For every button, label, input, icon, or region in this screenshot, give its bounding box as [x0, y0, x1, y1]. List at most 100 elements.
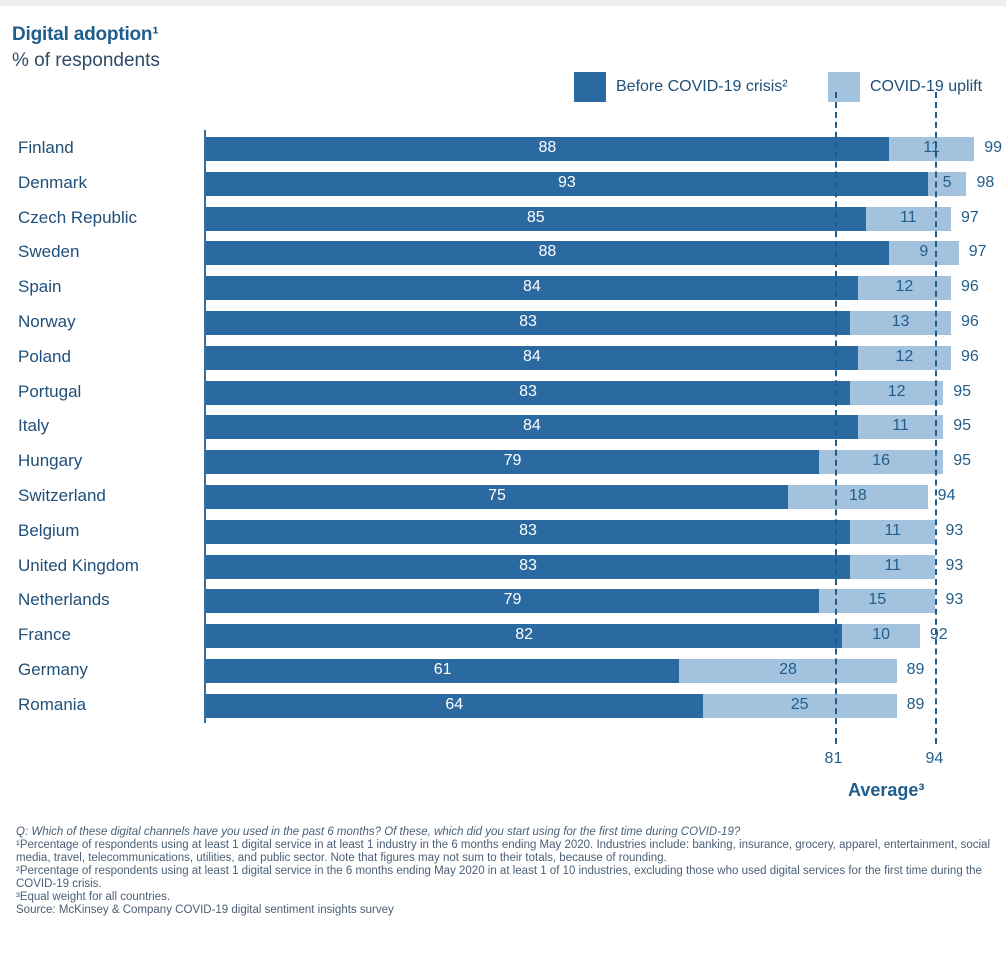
data-label-total: 89	[906, 661, 925, 678]
category-label: Poland	[18, 346, 71, 366]
legend-label-uplift: COVID-19 uplift	[870, 78, 983, 95]
bar-covid-uplift	[850, 380, 944, 405]
data-label-uplift: 13	[891, 313, 910, 330]
data-label-uplift: 5	[942, 173, 952, 191]
data-label-total: 95	[953, 417, 971, 435]
bar-covid-uplift	[850, 519, 936, 544]
data-label-total: 95	[953, 452, 971, 470]
data-label-before: 83	[519, 313, 537, 330]
bar-before-covid	[206, 450, 820, 475]
footnote-2: ²Percentage of respondents using at leas…	[16, 865, 982, 890]
data-label-uplift: 10	[872, 626, 890, 644]
data-label-before: 84	[523, 417, 541, 435]
data-label-before: 93	[557, 173, 576, 191]
average-title: Average³	[848, 780, 925, 800]
chart-title: Digital adoption¹	[12, 24, 159, 45]
category-label: Norway	[18, 312, 76, 331]
data-label-total: 98	[976, 173, 995, 191]
data-label-uplift: 28	[779, 661, 797, 678]
category-label: Sweden	[18, 242, 80, 262]
bar-before-covid	[206, 206, 866, 231]
data-label-total: 93	[945, 591, 964, 609]
data-label-total: 89	[906, 695, 925, 713]
category-label: Czech Republic	[18, 207, 138, 227]
category-label: Spain	[18, 277, 62, 297]
legend-swatch-uplift	[828, 72, 860, 102]
data-label-total: 95	[953, 382, 971, 400]
data-label-uplift: 11	[923, 139, 940, 156]
bar-covid-uplift	[788, 485, 928, 509]
data-label-uplift: 25	[790, 695, 809, 713]
bar-before-covid	[206, 380, 851, 405]
bar-before-covid	[206, 276, 858, 301]
category-label: France	[18, 625, 71, 645]
average-value-label: 94	[925, 750, 944, 767]
average-value-label: 81	[824, 750, 843, 767]
bar-before-covid	[206, 519, 851, 544]
category-label: Switzerland	[18, 486, 106, 505]
category-axis-line	[204, 129, 206, 724]
data-label-total: 96	[960, 347, 979, 365]
data-label-total: 99	[984, 139, 1003, 156]
footnotes: Q: Which of these digital channels have …	[16, 826, 996, 917]
bar-covid-uplift	[888, 241, 959, 266]
data-label-total: 93	[945, 521, 964, 539]
bar-before-covid	[206, 415, 858, 440]
data-label-uplift: 16	[872, 452, 890, 470]
bar-covid-uplift	[850, 554, 936, 579]
bar-before-covid	[206, 311, 851, 335]
data-label-total: 93	[945, 556, 964, 574]
bar-before-covid	[206, 589, 820, 614]
data-label-before: 84	[523, 278, 541, 296]
bar-covid-uplift	[857, 276, 951, 301]
category-label: Hungary	[18, 451, 83, 471]
chart-subtitle: % of respondents	[12, 50, 160, 71]
category-label: Germany	[18, 660, 88, 679]
data-label-before: 88	[538, 139, 557, 156]
category-label: Belgium	[18, 520, 80, 540]
data-label-total: 96	[960, 278, 979, 296]
data-label-before: 61	[433, 661, 452, 678]
footnote-1: ¹Percentage of respondents using at leas…	[16, 839, 991, 864]
data-label-before: 85	[526, 208, 545, 226]
footnote-3: ³Equal weight for all countries.	[16, 891, 171, 903]
category-label: Portugal	[18, 381, 82, 401]
data-label-uplift: 15	[868, 591, 887, 609]
data-label-before: 83	[519, 556, 537, 574]
data-label-before: 79	[503, 452, 522, 470]
average-line	[935, 92, 938, 744]
category-label: United Kingdom	[18, 555, 139, 575]
data-label-uplift: 12	[895, 347, 914, 365]
bar-before-covid	[206, 485, 788, 509]
category-label: Italy	[18, 416, 50, 436]
data-label-before: 88	[538, 243, 557, 261]
data-label-uplift: 12	[895, 278, 914, 296]
bar-covid-uplift	[702, 693, 897, 718]
bar-covid-uplift	[819, 589, 936, 614]
footnote-question: Q: Which of these digital channels have …	[16, 826, 741, 838]
bar-covid-uplift	[819, 450, 944, 475]
bar-before-covid	[206, 137, 889, 161]
data-label-total: 92	[929, 626, 948, 644]
data-label-uplift: 11	[884, 521, 902, 539]
legend-label-before: Before COVID-19 crisis²	[616, 78, 788, 95]
data-label-total: 97	[960, 208, 979, 226]
data-label-uplift: 11	[899, 208, 917, 226]
data-label-uplift: 9	[919, 243, 929, 261]
bar-before-covid	[206, 659, 680, 683]
top-border	[0, 0, 1006, 6]
footnote-source: Source: McKinsey & Company COVID-19 digi…	[16, 904, 394, 916]
category-label: Finland	[18, 138, 74, 157]
legend-item-uplift: COVID-19 uplift	[828, 72, 982, 102]
bar-before-covid	[206, 624, 843, 649]
bar-covid-uplift	[850, 311, 951, 335]
bar-before-covid	[206, 241, 889, 266]
data-label-before: 79	[503, 591, 522, 609]
legend-item-before: Before COVID-19 crisis²	[574, 72, 788, 102]
data-label-before: 75	[488, 487, 506, 504]
bar-covid-uplift	[927, 171, 967, 196]
bar-before-covid	[206, 554, 851, 579]
data-label-total: 94	[937, 487, 956, 504]
data-label-before: 83	[519, 521, 537, 539]
category-label: Netherlands	[18, 590, 110, 610]
